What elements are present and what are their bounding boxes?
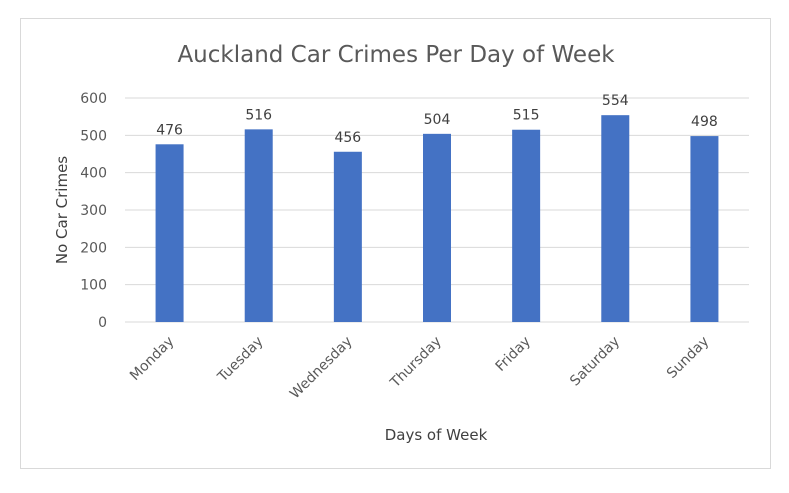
data-label: 498 <box>691 114 718 130</box>
y-tick-label: 200 <box>80 240 107 256</box>
y-tick-label: 500 <box>80 128 107 144</box>
x-tick-label: Tuesday <box>214 334 266 386</box>
data-label: 515 <box>513 108 540 124</box>
x-tick-label: Monday <box>127 334 177 384</box>
x-tick-label: Wednesday <box>287 334 356 403</box>
y-tick-label: 600 <box>80 91 107 107</box>
data-labels: 476 516 456 504 515 554 498 <box>156 93 718 146</box>
y-tick-label: 0 <box>98 315 107 331</box>
data-label: 456 <box>334 130 361 146</box>
y-axis-label: No Car Crimes <box>53 156 71 264</box>
x-tick-label: Thursday <box>387 334 445 392</box>
y-tick-label: 400 <box>80 166 107 182</box>
chart-frame <box>20 18 771 469</box>
data-label: 554 <box>602 93 629 109</box>
y-tick-label: 300 <box>80 203 107 219</box>
bar <box>512 129 541 322</box>
data-label: 504 <box>424 112 451 128</box>
bar <box>244 129 273 322</box>
x-tick-label: Sunday <box>664 334 712 382</box>
y-axis-ticks: 0 100 200 300 400 500 600 <box>80 91 107 331</box>
x-tick-label: Saturday <box>567 334 623 390</box>
x-axis-label: Days of Week <box>385 426 488 444</box>
bar <box>333 151 362 322</box>
data-label: 516 <box>245 107 272 123</box>
chart-title: Auckland Car Crimes Per Day of Week <box>177 42 615 68</box>
bars <box>155 115 719 322</box>
bar <box>423 133 451 322</box>
x-axis-ticks: Monday Tuesday Wednesday Thursday Friday Satu… <box>127 334 712 403</box>
x-tick-label: Friday <box>493 334 534 375</box>
bar <box>601 115 630 322</box>
y-tick-label: 100 <box>80 278 107 294</box>
bar <box>155 144 184 322</box>
data-label: 476 <box>156 122 183 138</box>
bar <box>690 136 719 322</box>
